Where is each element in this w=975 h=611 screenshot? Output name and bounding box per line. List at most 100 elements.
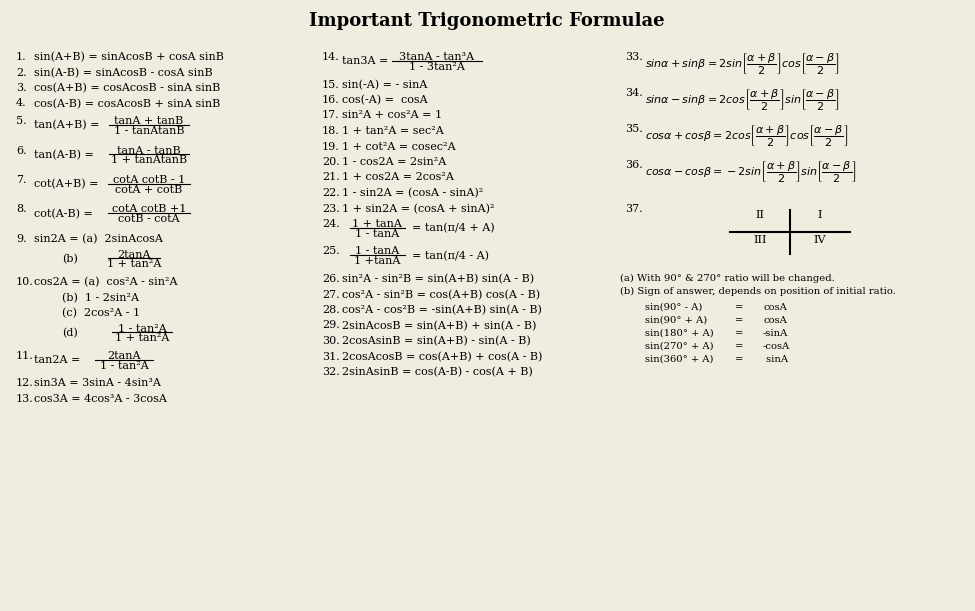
Text: 1 - sin2A = (cosA - sinA)²: 1 - sin2A = (cosA - sinA)²	[342, 188, 484, 199]
Text: 36.: 36.	[625, 160, 643, 170]
Text: tan3A =: tan3A =	[342, 56, 388, 66]
Text: $sin\alpha + sin\beta = 2sin\left[\dfrac{\alpha + \beta}{2}\right]cos\left[\dfra: $sin\alpha + sin\beta = 2sin\left[\dfrac…	[645, 52, 840, 78]
Text: sin(360° + A): sin(360° + A)	[645, 355, 714, 364]
Text: 15.: 15.	[322, 79, 339, 89]
Text: sin²A - sin²B = sin(A+B) sin(A - B): sin²A - sin²B = sin(A+B) sin(A - B)	[342, 274, 534, 284]
Text: 2tanA: 2tanA	[107, 351, 140, 361]
Text: 2cosAcosB = cos(A+B) + cos(A - B): 2cosAcosB = cos(A+B) + cos(A - B)	[342, 351, 542, 362]
Text: 30.: 30.	[322, 336, 339, 346]
Text: cos²A - cos²B = -sin(A+B) sin(A - B): cos²A - cos²B = -sin(A+B) sin(A - B)	[342, 305, 542, 315]
Text: tanA + tanB: tanA + tanB	[114, 116, 183, 126]
Text: sinA: sinA	[763, 355, 788, 364]
Text: 1 + sin2A = (cosA + sinA)²: 1 + sin2A = (cosA + sinA)²	[342, 203, 494, 214]
Text: II: II	[756, 210, 764, 220]
Text: 1 - tan²A: 1 - tan²A	[118, 323, 167, 334]
Text: $cos\alpha + cos\beta = 2cos\left[\dfrac{\alpha + \beta}{2}\right]cos\left[\dfra: $cos\alpha + cos\beta = 2cos\left[\dfrac…	[645, 124, 848, 150]
Text: (d): (d)	[62, 327, 78, 338]
Text: sin(180° + A): sin(180° + A)	[645, 329, 714, 338]
Text: -cosA: -cosA	[763, 342, 791, 351]
Text: 1 - tanA: 1 - tanA	[355, 246, 399, 257]
Text: cos²A - sin²B = cos(A+B) cos(A - B): cos²A - sin²B = cos(A+B) cos(A - B)	[342, 290, 540, 300]
Text: 1.: 1.	[16, 52, 26, 62]
Text: IV: IV	[814, 235, 826, 245]
Text: (a) With 90° & 270° ratio will be changed.: (a) With 90° & 270° ratio will be change…	[620, 274, 835, 283]
Text: 33.: 33.	[625, 52, 643, 62]
Text: 8.: 8.	[16, 205, 26, 214]
Text: 4.: 4.	[16, 98, 26, 109]
Text: 35.: 35.	[625, 124, 643, 134]
Text: 27.: 27.	[322, 290, 339, 299]
Text: 16.: 16.	[322, 95, 339, 105]
Text: 2cosAsinB = sin(A+B) - sin(A - B): 2cosAsinB = sin(A+B) - sin(A - B)	[342, 336, 530, 346]
Text: (b) Sign of answer, depends on position of initial ratio.: (b) Sign of answer, depends on position …	[620, 287, 896, 296]
Text: 1 - cos2A = 2sin²A: 1 - cos2A = 2sin²A	[342, 157, 447, 167]
Text: 10.: 10.	[16, 277, 34, 287]
Text: =: =	[735, 329, 743, 338]
Text: 11.: 11.	[16, 351, 34, 361]
Text: 7.: 7.	[16, 175, 26, 185]
Text: 1 + cot²A = cosec²A: 1 + cot²A = cosec²A	[342, 142, 455, 152]
Text: 29.: 29.	[322, 321, 339, 331]
Text: 1 + tanAtanB: 1 + tanAtanB	[111, 155, 187, 166]
Text: =: =	[735, 316, 743, 325]
Text: 2sinAsinB = cos(A-B) - cos(A + B): 2sinAsinB = cos(A-B) - cos(A + B)	[342, 367, 532, 378]
Text: 3.: 3.	[16, 83, 26, 93]
Text: 26.: 26.	[322, 274, 339, 284]
Text: cosA: cosA	[763, 303, 787, 312]
Text: sin(A-B) = sinAcosB - cosA sinB: sin(A-B) = sinAcosB - cosA sinB	[34, 67, 213, 78]
Text: sin(-A) = - sinA: sin(-A) = - sinA	[342, 79, 427, 90]
Text: 1 + cos2A = 2cos²A: 1 + cos2A = 2cos²A	[342, 172, 454, 183]
Text: $cos\alpha - cos\beta = -2sin\left[\dfrac{\alpha + \beta}{2}\right]sin\left[\dfr: $cos\alpha - cos\beta = -2sin\left[\dfra…	[645, 160, 856, 186]
Text: 34.: 34.	[625, 88, 643, 98]
Text: 2sinAcosB = sin(A+B) + sin(A - B): 2sinAcosB = sin(A+B) + sin(A - B)	[342, 321, 536, 331]
Text: (b)  1 - 2sin²A: (b) 1 - 2sin²A	[62, 293, 139, 303]
Text: 1 - 3tan²A: 1 - 3tan²A	[410, 62, 465, 72]
Text: cotA cotB - 1: cotA cotB - 1	[113, 175, 185, 185]
Text: sin(90° - A): sin(90° - A)	[645, 303, 702, 312]
Text: 32.: 32.	[322, 367, 339, 377]
Text: sin2A = (a)  2sinAcosA: sin2A = (a) 2sinAcosA	[34, 234, 163, 244]
Text: 2tanA: 2tanA	[117, 249, 151, 260]
Text: tan(A+B) =: tan(A+B) =	[34, 120, 99, 130]
Text: 21.: 21.	[322, 172, 339, 183]
Text: cosA: cosA	[763, 316, 787, 325]
Text: 9.: 9.	[16, 234, 26, 244]
Text: cotA cotB +1: cotA cotB +1	[112, 205, 186, 214]
Text: 18.: 18.	[322, 126, 339, 136]
Text: cotB - cotA: cotB - cotA	[118, 214, 179, 224]
Text: cot(A+B) =: cot(A+B) =	[34, 179, 98, 189]
Text: 14.: 14.	[322, 52, 339, 62]
Text: tanA - tanB: tanA - tanB	[117, 145, 180, 156]
Text: (c)  2cos²A - 1: (c) 2cos²A - 1	[62, 308, 140, 318]
Text: sin(270° + A): sin(270° + A)	[645, 342, 714, 351]
Text: 28.: 28.	[322, 305, 339, 315]
Text: sin(90° + A): sin(90° + A)	[645, 316, 707, 325]
Text: tan2A =: tan2A =	[34, 355, 80, 365]
Text: 19.: 19.	[322, 142, 339, 152]
Text: III: III	[754, 235, 766, 245]
Text: =: =	[735, 303, 743, 312]
Text: 5.: 5.	[16, 116, 26, 126]
Text: =: =	[735, 355, 743, 364]
Text: sin²A + cos²A = 1: sin²A + cos²A = 1	[342, 111, 442, 120]
Text: = tan(π/4 + A): = tan(π/4 + A)	[412, 223, 494, 233]
Text: cos(A+B) = cosAcosB - sinA sinB: cos(A+B) = cosAcosB - sinA sinB	[34, 83, 220, 93]
Text: 23.: 23.	[322, 203, 339, 213]
Text: tan(A-B) =: tan(A-B) =	[34, 150, 94, 160]
Text: 12.: 12.	[16, 378, 34, 389]
Text: 6.: 6.	[16, 145, 26, 156]
Text: 31.: 31.	[322, 351, 339, 362]
Text: 3tanA - tan³A: 3tanA - tan³A	[400, 52, 475, 62]
Text: (b): (b)	[62, 254, 78, 264]
Text: 1 + tan²A: 1 + tan²A	[115, 333, 170, 343]
Text: =: =	[735, 342, 743, 351]
Text: 37.: 37.	[625, 204, 643, 214]
Text: 13.: 13.	[16, 394, 34, 404]
Text: 1 + tan²A = sec²A: 1 + tan²A = sec²A	[342, 126, 444, 136]
Text: 1 - tanA: 1 - tanA	[355, 229, 399, 239]
Text: 20.: 20.	[322, 157, 339, 167]
Text: 24.: 24.	[322, 219, 339, 229]
Text: 1 + tanA: 1 + tanA	[352, 219, 402, 229]
Text: cos(-A) =  cosA: cos(-A) = cosA	[342, 95, 428, 105]
Text: cos3A = 4cos³A - 3cosA: cos3A = 4cos³A - 3cosA	[34, 394, 167, 404]
